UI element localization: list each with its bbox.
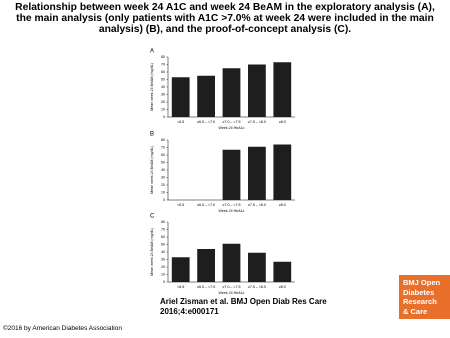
y-tick-label: 40	[161, 250, 165, 254]
y-tick-label: 10	[161, 272, 165, 276]
bar	[171, 257, 190, 282]
y-tick-label: 80	[161, 138, 165, 142]
bar	[171, 77, 190, 117]
x-tick-label: ≥6.5 – <7.0	[197, 120, 215, 124]
y-tick-label: 20	[161, 265, 165, 269]
y-tick-label: 70	[161, 145, 165, 149]
panel-label: B	[150, 132, 154, 138]
x-tick-label: ≥7.0 – <7.5	[222, 120, 240, 124]
bar	[197, 75, 215, 117]
y-tick-label: 40	[161, 168, 165, 172]
x-tick-label: ≥8.0	[279, 203, 286, 207]
y-axis-label: Mean week 24 BeAM (mg/dL)	[150, 146, 154, 194]
y-tick-label: 60	[161, 153, 165, 157]
bar	[222, 243, 241, 282]
y-tick-label: 0	[163, 280, 165, 284]
copyright: ©2016 by American Diabetes Association	[3, 325, 122, 332]
y-tick-label: 10	[161, 190, 165, 194]
y-axis-label: Mean week 24 BeAM (mg/dL)	[150, 63, 154, 111]
journal-logo: BMJ Open Diabetes Research & Care	[399, 275, 450, 319]
x-axis-label: Week 24 HbA1c	[219, 291, 245, 295]
x-axis-label: Week 24 HbA1c	[219, 209, 245, 213]
bar	[248, 64, 266, 117]
y-tick-label: 80	[161, 55, 165, 59]
x-tick-label: ≥7.0 – <7.5	[222, 203, 240, 207]
y-tick-label: 20	[161, 183, 165, 187]
x-tick-label: <6.5	[177, 203, 184, 207]
y-axis-label: Mean week 24 BeAM (mg/dL)	[150, 228, 154, 276]
y-tick-label: 0	[163, 198, 165, 202]
y-tick-label: 30	[161, 92, 165, 96]
logo-line: Research	[403, 297, 437, 306]
y-tick-label: 70	[161, 62, 165, 66]
y-tick-label: 50	[161, 160, 165, 164]
y-tick-label: 0	[163, 115, 165, 119]
panel-label: C	[150, 214, 155, 220]
y-tick-label: 70	[161, 227, 165, 231]
y-tick-label: 30	[161, 175, 165, 179]
bar	[197, 249, 215, 282]
x-tick-label: ≥7.5 – <8.0	[248, 120, 266, 124]
bar	[273, 144, 292, 200]
slide-title: Relationship between week 24 A1C and wee…	[15, 2, 435, 35]
x-tick-label: ≥8.0	[279, 120, 286, 124]
logo-line: Diabetes	[403, 287, 435, 297]
x-tick-label: ≥6.5 – <7.0	[197, 285, 215, 289]
bar	[222, 68, 241, 117]
bar	[222, 149, 241, 200]
y-tick-label: 20	[161, 100, 165, 104]
y-tick-label: 50	[161, 77, 165, 81]
y-tick-label: 60	[161, 235, 165, 239]
x-tick-label: ≥7.5 – <8.0	[248, 285, 266, 289]
y-tick-label: 10	[161, 107, 165, 111]
y-tick-label: 40	[161, 85, 165, 89]
bar	[248, 252, 266, 282]
bar	[273, 261, 292, 282]
y-tick-label: 30	[161, 257, 165, 261]
bar	[248, 146, 266, 200]
x-tick-label: <6.5	[177, 120, 184, 124]
y-tick-label: 80	[161, 220, 165, 224]
x-tick-label: ≥8.0	[279, 285, 286, 289]
y-tick-label: 60	[161, 70, 165, 74]
y-tick-label: 50	[161, 242, 165, 246]
citation: Ariel Zisman et al. BMJ Open Diab Res Ca…	[160, 297, 327, 316]
logo-line: BMJ Open	[403, 278, 441, 287]
x-tick-label: ≥6.5 – <7.0	[197, 203, 215, 207]
bar	[273, 62, 292, 117]
x-tick-label: ≥7.0 – <7.5	[222, 285, 240, 289]
x-tick-label: <6.5	[177, 285, 184, 289]
logo-line: & Care	[403, 306, 428, 316]
x-tick-label: ≥7.5 – <8.0	[248, 203, 266, 207]
x-axis-label: Week 24 HbA1c	[219, 126, 245, 130]
panel-label: A	[150, 49, 154, 55]
